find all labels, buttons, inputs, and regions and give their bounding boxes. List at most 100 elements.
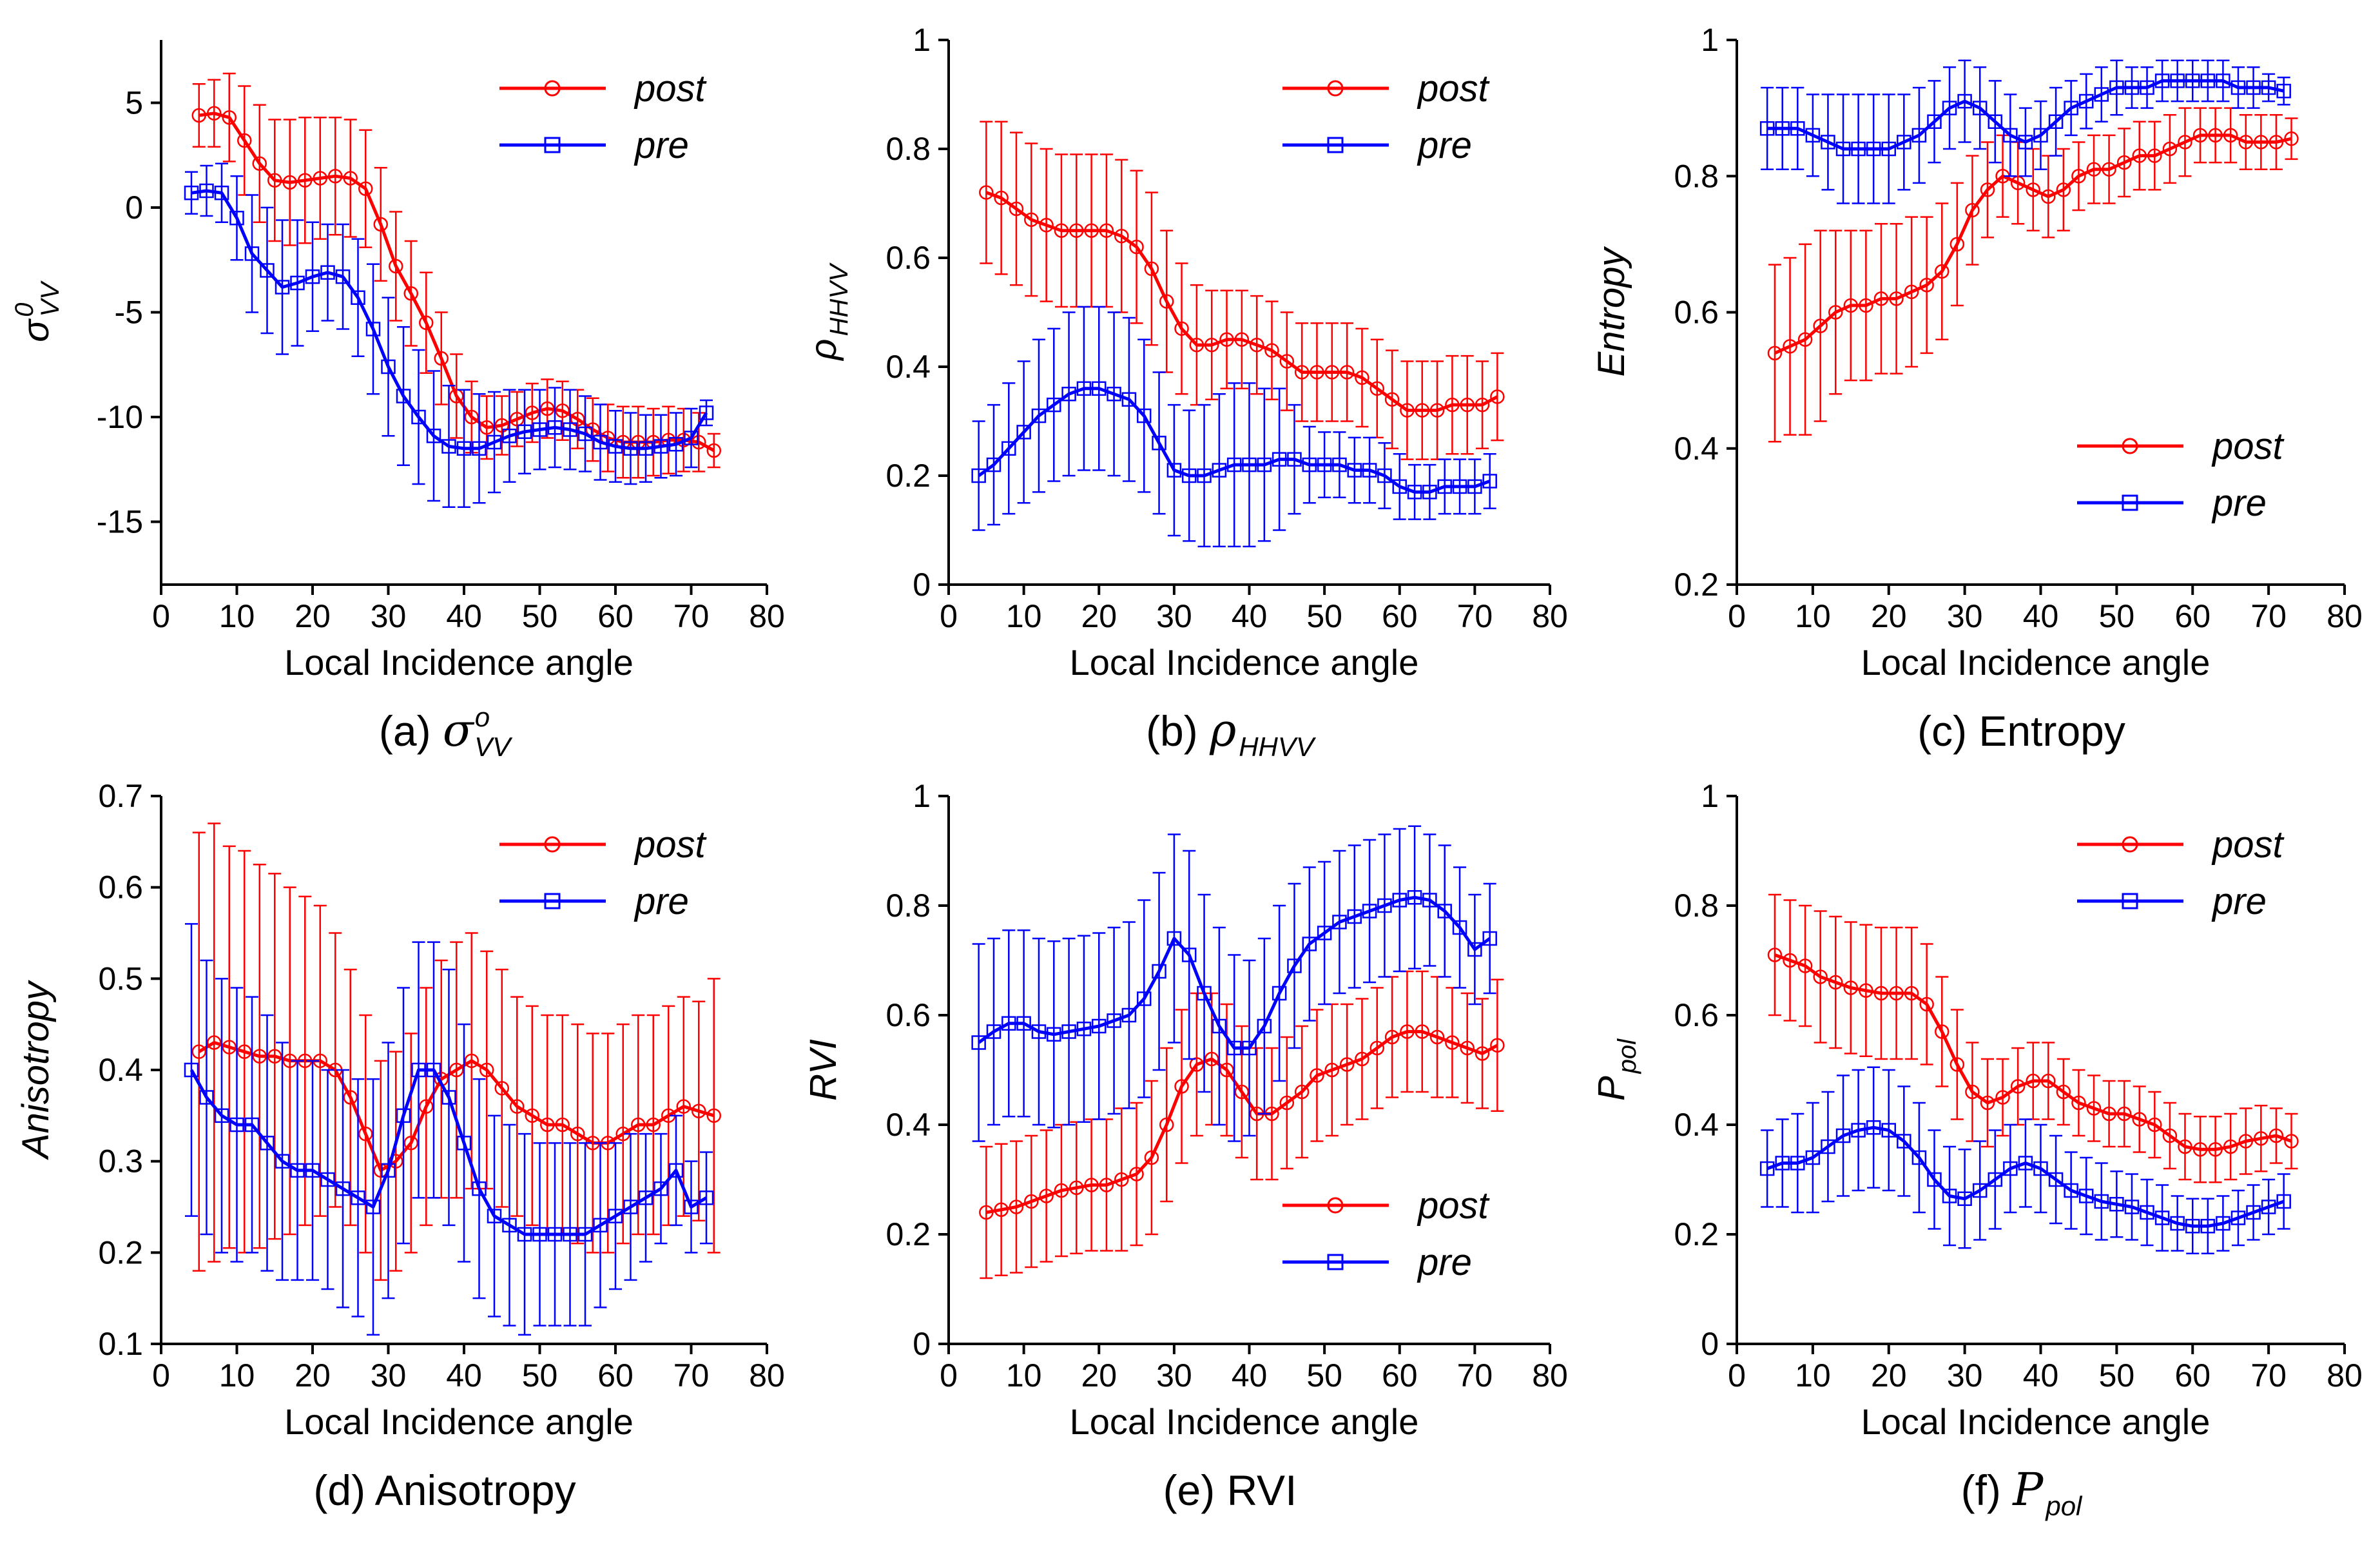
x-tick-label: 40 (2023, 598, 2059, 634)
y-tick-label: 0.4 (98, 1052, 143, 1088)
x-tick-label: 20 (295, 598, 331, 634)
data-point (1324, 1062, 1340, 1078)
y-tick-label: 0 (125, 189, 143, 226)
data-point (1249, 337, 1264, 353)
data-point (2124, 80, 2140, 95)
data-point (2140, 80, 2154, 95)
data-point (1212, 463, 1227, 478)
data-point (1092, 1018, 1107, 1034)
y-tick-label: 0.2 (885, 1216, 931, 1252)
data-point (229, 1117, 244, 1132)
data-point (222, 110, 237, 125)
data-point (487, 434, 502, 450)
data-point (1054, 1183, 1069, 1198)
data-point (1009, 1200, 1024, 1214)
data-point (1881, 1123, 1896, 1138)
x-tick-label: 80 (2327, 598, 2363, 634)
data-point (1092, 381, 1107, 396)
data-point (1783, 953, 1797, 968)
data-point (1851, 141, 1866, 157)
data-point (290, 1163, 305, 1178)
data-point (2147, 1117, 2162, 1132)
y-tick-label: 1 (913, 22, 931, 58)
data-point (1813, 318, 1828, 333)
data-point (653, 1181, 668, 1196)
data-point (540, 401, 555, 416)
data-point (2185, 73, 2200, 88)
data-point (1197, 468, 1212, 483)
y-tick-label: 0.6 (885, 997, 931, 1033)
data-point (1047, 397, 1061, 413)
data-point (555, 403, 570, 418)
data-point (2200, 73, 2216, 88)
data-point (2056, 1084, 2071, 1100)
data-point (1031, 1024, 1047, 1039)
data-point (653, 439, 668, 454)
data-point (1076, 381, 1092, 396)
legend-marker (1327, 137, 1344, 153)
x-tick-label: 80 (2327, 1357, 2363, 1394)
data-point (2276, 83, 2291, 99)
legend: post pre (499, 824, 708, 922)
data-point (2124, 1200, 2140, 1214)
data-point (305, 1163, 320, 1178)
data-point (411, 1062, 426, 1078)
data-point (1429, 1029, 1445, 1045)
data-point (1828, 975, 1843, 990)
data-point (2192, 1142, 2208, 1157)
data-point (191, 108, 206, 123)
legend-marker (1327, 1254, 1344, 1270)
data-point (1482, 931, 1497, 946)
data-point (1377, 468, 1392, 483)
data-point (1001, 1016, 1016, 1031)
data-point (577, 426, 593, 442)
data-point (1204, 1051, 1219, 1067)
data-point (441, 1090, 456, 1105)
chart-panel-a: 0 10 20 30 40 50 60 70 80 -15 -10 -5 0 5 Local Inciden… (10, 40, 785, 762)
data-point (1490, 389, 1505, 404)
data-point (1024, 1194, 1039, 1209)
data-point (1355, 1051, 1369, 1067)
data-point (2094, 1194, 2109, 1209)
data-point (419, 1099, 434, 1114)
data-point (570, 1126, 585, 1142)
data-point (2033, 1161, 2048, 1176)
y-tick-label: 0.8 (885, 888, 931, 924)
data-point (979, 185, 994, 200)
data-point (638, 1190, 653, 1205)
data-point (1324, 365, 1340, 380)
data-point (267, 1049, 282, 1064)
data-point (1181, 947, 1197, 962)
data-point (1136, 991, 1152, 1006)
data-point (1942, 101, 1957, 115)
y-tick-label: 5 (125, 85, 143, 121)
data-point (1152, 964, 1166, 979)
data-point (692, 1103, 706, 1118)
data-point (456, 1136, 472, 1151)
data-point (434, 351, 449, 366)
data-point (1302, 937, 1317, 951)
data-point (1437, 904, 1452, 918)
data-point (2284, 1134, 2299, 1149)
data-point (343, 1090, 358, 1105)
series-line-pre (978, 387, 1491, 494)
data-point (1400, 1024, 1415, 1039)
y-tick-label: 0.6 (98, 870, 143, 906)
data-point (1797, 332, 1813, 347)
series-pre (971, 825, 1497, 1142)
y-axis-title: σ0VV (10, 280, 64, 342)
data-point (1332, 915, 1347, 929)
x-tick-label: 30 (1947, 598, 1983, 634)
data-point (1242, 457, 1257, 472)
x-tick-label: 20 (1081, 598, 1117, 634)
data-point (706, 1108, 721, 1123)
x-tick-label: 50 (2099, 1357, 2135, 1394)
data-point (1828, 305, 1843, 320)
data-point (275, 280, 290, 295)
data-point (1859, 298, 1873, 313)
legend-marker (1327, 80, 1344, 97)
data-point (1790, 121, 1805, 136)
data-point (1437, 479, 1452, 494)
data-point (2154, 73, 2170, 88)
data-point (464, 1053, 479, 1069)
